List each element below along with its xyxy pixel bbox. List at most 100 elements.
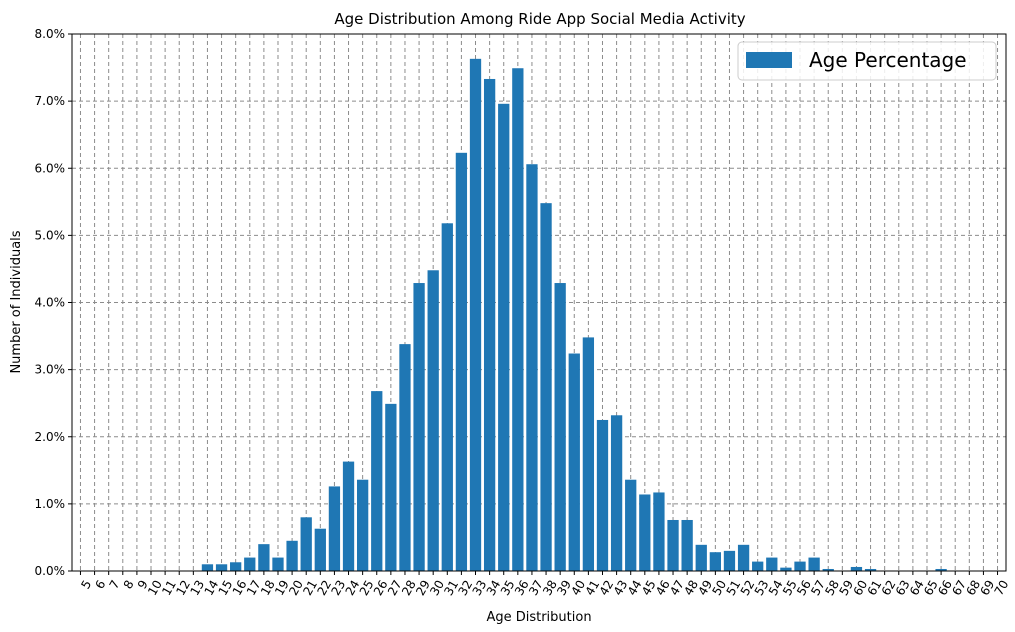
x-tick-label: 66	[935, 578, 955, 598]
bar	[737, 544, 750, 571]
bar	[639, 494, 651, 571]
x-tick-label: 17	[244, 578, 264, 598]
bar	[667, 519, 679, 571]
x-tick-label: 23	[329, 578, 349, 598]
x-axis-label: Age Distribution	[486, 610, 591, 625]
x-tick-label: 16	[230, 578, 250, 598]
x-tick-label: 67	[949, 578, 969, 598]
x-tick-label: 26	[371, 578, 391, 598]
x-tick-label: 70	[992, 578, 1012, 598]
y-tick-label: 6.0%	[35, 161, 66, 175]
x-tick-label: 10	[145, 578, 165, 598]
x-tick-label: 37	[526, 578, 546, 598]
bar	[201, 564, 214, 571]
x-tick-label: 62	[879, 578, 899, 598]
x-tick-label: 52	[738, 578, 758, 598]
x-tick-label: 38	[540, 578, 560, 598]
x-tick-label: 60	[851, 578, 871, 598]
bar	[300, 517, 312, 571]
x-tick-label: 57	[808, 578, 828, 598]
y-axis-ticks: 0.0% 1.0% 2.0% 3.0% 4.0% 5.0% 6.0% 7.0% 8.0%	[35, 27, 72, 578]
bar	[935, 568, 947, 571]
bar	[512, 68, 524, 571]
bar	[752, 561, 764, 571]
y-axis-label: Number of Individuals	[9, 230, 24, 373]
x-tick-label: 51	[724, 578, 744, 598]
x-tick-label: 47	[667, 578, 687, 598]
x-tick-label: 34	[484, 578, 504, 598]
x-tick-label: 54	[766, 578, 786, 598]
x-tick-label: 14	[202, 578, 222, 598]
x-tick-label: 56	[794, 578, 814, 598]
x-tick-label: 19	[272, 578, 292, 598]
bar	[596, 419, 609, 571]
x-tick-label: 42	[597, 578, 617, 598]
bar	[780, 567, 792, 571]
x-tick-label: 46	[653, 578, 673, 598]
bar	[342, 461, 355, 571]
x-tick-label: 63	[893, 578, 913, 598]
x-tick-label: 65	[921, 578, 941, 598]
y-tick-label: 3.0%	[35, 363, 66, 377]
x-tick-label: 39	[554, 578, 574, 598]
bar	[385, 403, 397, 571]
grid-lines	[72, 33, 1006, 572]
x-tick-label: 59	[836, 578, 856, 598]
x-tick-label: 48	[681, 578, 701, 598]
chart-title: Age Distribution Among Ride App Social M…	[334, 10, 745, 28]
bar	[822, 568, 834, 571]
x-tick-label: 29	[413, 578, 433, 598]
x-tick-label: 50	[709, 578, 729, 598]
x-tick-label: 35	[498, 578, 518, 598]
x-tick-label: 45	[639, 578, 659, 598]
bar	[427, 270, 439, 571]
x-tick-label: 55	[780, 578, 800, 598]
x-tick-label: 30	[427, 578, 447, 598]
y-tick-label: 7.0%	[35, 94, 66, 108]
bar	[709, 552, 722, 571]
bar	[653, 492, 665, 571]
x-tick-label: 12	[173, 578, 193, 598]
bar	[808, 557, 820, 571]
bar	[356, 479, 369, 571]
bar	[794, 561, 806, 571]
bar	[399, 344, 411, 571]
bar	[371, 391, 383, 571]
bars	[201, 58, 947, 572]
bar	[625, 479, 637, 571]
x-axis-ticks: 5678910111213141516171819202122232425262…	[78, 571, 1011, 598]
bar	[286, 540, 298, 571]
y-tick-label: 5.0%	[35, 228, 66, 242]
x-tick-label: 20	[286, 578, 306, 598]
bar	[568, 353, 580, 571]
x-tick-label: 24	[343, 578, 363, 598]
x-tick-label: 44	[625, 578, 645, 598]
bar	[526, 164, 538, 571]
bar	[766, 557, 778, 571]
bar	[695, 544, 707, 571]
x-tick-label: 13	[187, 578, 207, 598]
y-tick-label: 8.0%	[35, 27, 66, 41]
x-tick-label: 43	[611, 578, 631, 598]
bar	[328, 486, 341, 571]
bar	[314, 528, 326, 571]
x-tick-label: 21	[300, 578, 320, 598]
y-tick-label: 0.0%	[35, 564, 66, 578]
bar	[610, 415, 623, 571]
bar	[540, 203, 552, 571]
bar	[455, 152, 468, 571]
x-tick-label: 36	[512, 578, 532, 598]
legend-label: Age Percentage	[809, 48, 967, 72]
y-tick-label: 2.0%	[35, 430, 66, 444]
legend-box	[737, 41, 997, 81]
x-tick-label: 40	[568, 578, 588, 598]
x-tick-label: 49	[695, 578, 715, 598]
x-tick-label: 27	[385, 578, 405, 598]
x-tick-label: 11	[159, 578, 179, 598]
bar	[441, 223, 453, 572]
bar	[554, 283, 566, 571]
x-tick-label: 64	[907, 578, 927, 598]
x-tick-label: 22	[314, 578, 334, 598]
x-tick-label: 69	[978, 578, 998, 598]
